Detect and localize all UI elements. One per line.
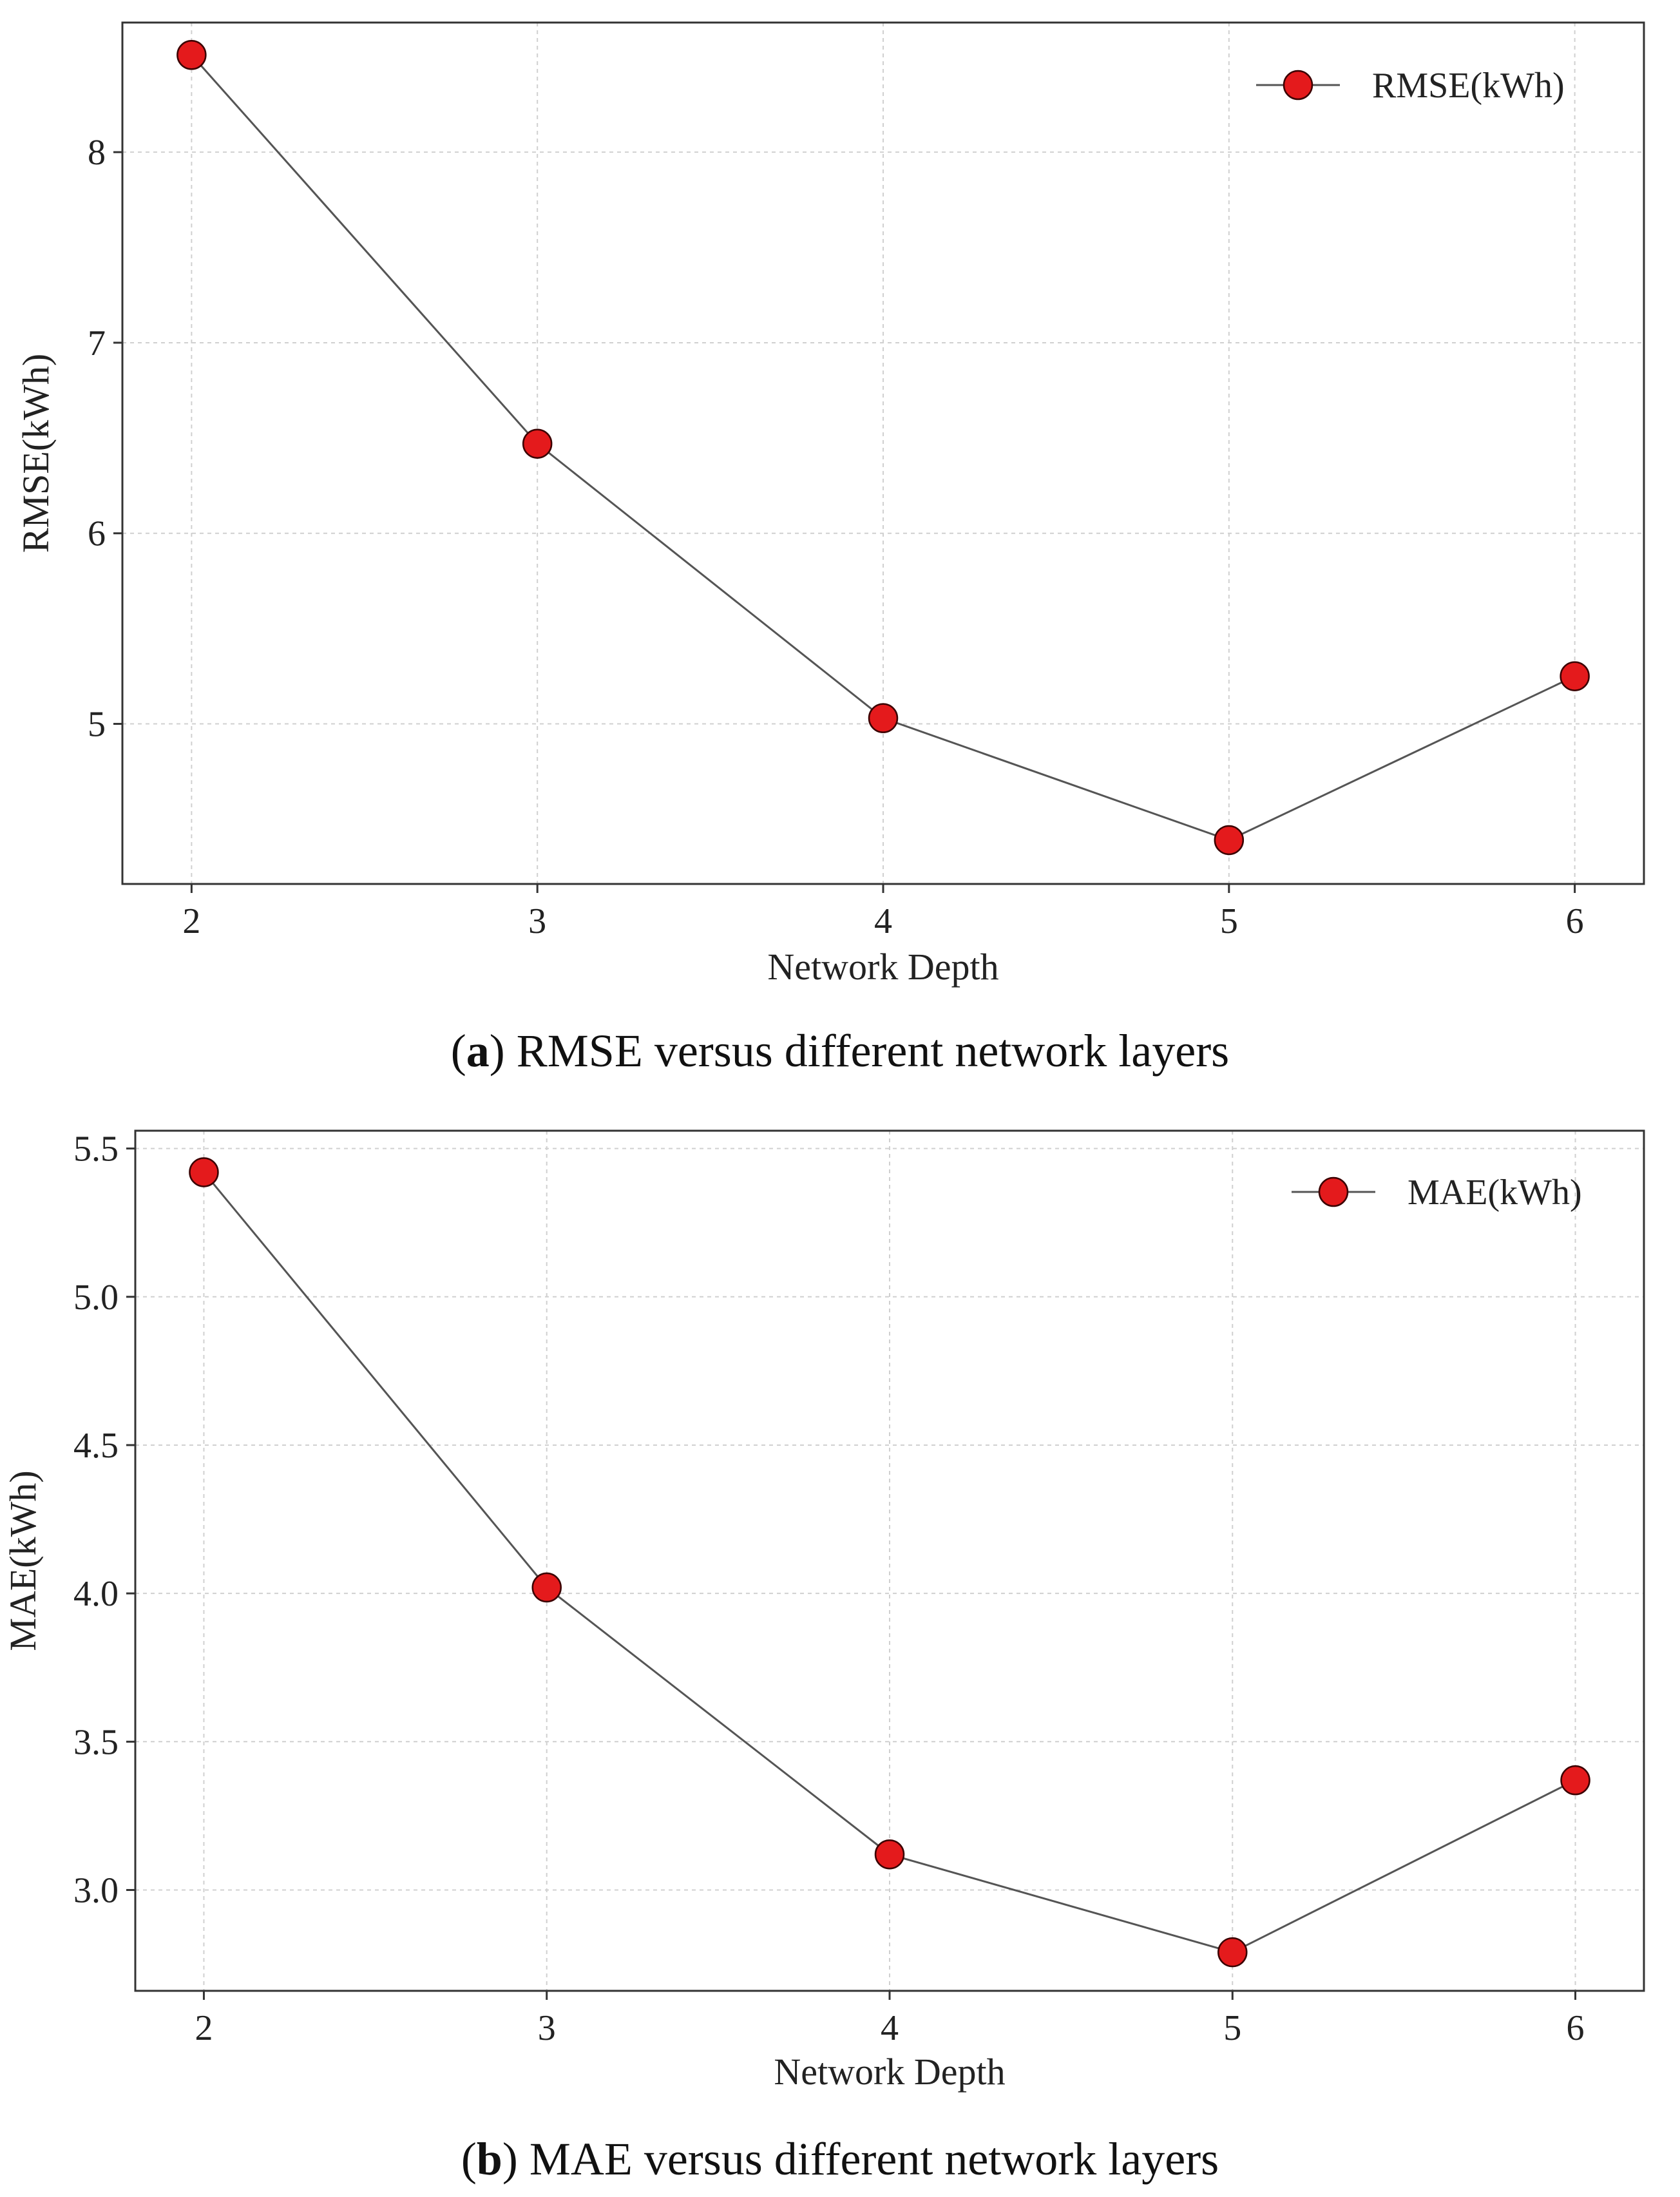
caption-mae-text: ) MAE versus different network layers [502,2133,1219,2185]
rmse-legend: RMSE(kWh) [1256,66,1565,106]
mae-y-axis-label: MAE(kWh) [2,1470,44,1651]
rmse-x-tick-label-4: 6 [1566,901,1584,941]
rmse-data-point-4 [1560,661,1590,691]
rmse-x-tick-label-1: 3 [528,901,546,941]
rmse-data-point-2 [868,703,899,733]
mae-y-tick-label-2: 4.0 [73,1574,119,1614]
rmse-y-axis-label: RMSE(kWh) [15,354,57,553]
rmse-legend-label: RMSE(kWh) [1372,66,1565,106]
rmse-data-point-3 [1214,825,1245,856]
rmse-y-tick-label-2: 7 [88,323,106,363]
caption-mae: (b) MAE versus different network layers [461,2133,1219,2185]
rmse-legend-marker [1283,70,1313,101]
rmse-grid [122,23,1644,884]
rmse-x-axis-label: Network Depth [767,946,998,988]
mae-chart: 2 3 4 5 6 3.0 3.5 4.0 4.5 5.0 5.5 Network Depth MAE(… [2,1129,1645,2093]
rmse-x-tick-label-0: 2 [182,901,200,941]
mae-x-tick-label-4: 6 [1567,2008,1585,2048]
mae-legend-label: MAE(kWh) [1408,1173,1582,1213]
mae-x-tick-label-2: 4 [881,2008,899,2048]
caption-rmse-letter: a [466,1025,490,1077]
mae-y-tick-label-1: 3.5 [73,1722,119,1762]
rmse-y-tick-label-0: 5 [88,705,106,745]
mae-y-tick-label-5: 5.5 [73,1129,119,1169]
mae-y-tick-label-0: 3.0 [73,1870,119,1910]
rmse-y-tick-label-3: 8 [88,133,106,173]
mae-data-point-0 [189,1157,219,1187]
mae-x-tick-label-1: 3 [538,2008,556,2048]
caption-mae-letter: b [476,2133,502,2185]
mae-y-tick-label-3: 4.5 [73,1426,119,1466]
rmse-data-point-0 [177,40,207,70]
rmse-y-tick-label-1: 6 [88,514,106,554]
mae-legend: MAE(kWh) [1292,1173,1582,1213]
caption-rmse-text: ) RMSE versus different network layers [489,1025,1230,1077]
mae-data-point-4 [1560,1765,1590,1796]
rmse-x-tick-label-3: 5 [1220,901,1238,941]
mae-y-tick-label-4: 5.0 [73,1278,119,1318]
mae-data-point-3 [1217,1937,1248,1968]
mae-data-point-1 [531,1572,562,1603]
caption-rmse: (a) RMSE versus different network layers [450,1025,1230,1077]
mae-legend-marker [1318,1176,1349,1207]
mae-x-axis-label: Network Depth [774,2051,1005,2093]
rmse-data-point-1 [522,428,553,459]
mae-x-tick-label-3: 5 [1223,2008,1241,2048]
rmse-x-tick-label-2: 4 [874,901,892,941]
mae-data-point-2 [874,1839,905,1870]
mae-x-tick-label-0: 2 [195,2008,213,2048]
rmse-chart: 2 3 4 5 6 5 6 7 8 Network Depth RMSE(kWh) RMSE(kWh) [15,21,1645,988]
